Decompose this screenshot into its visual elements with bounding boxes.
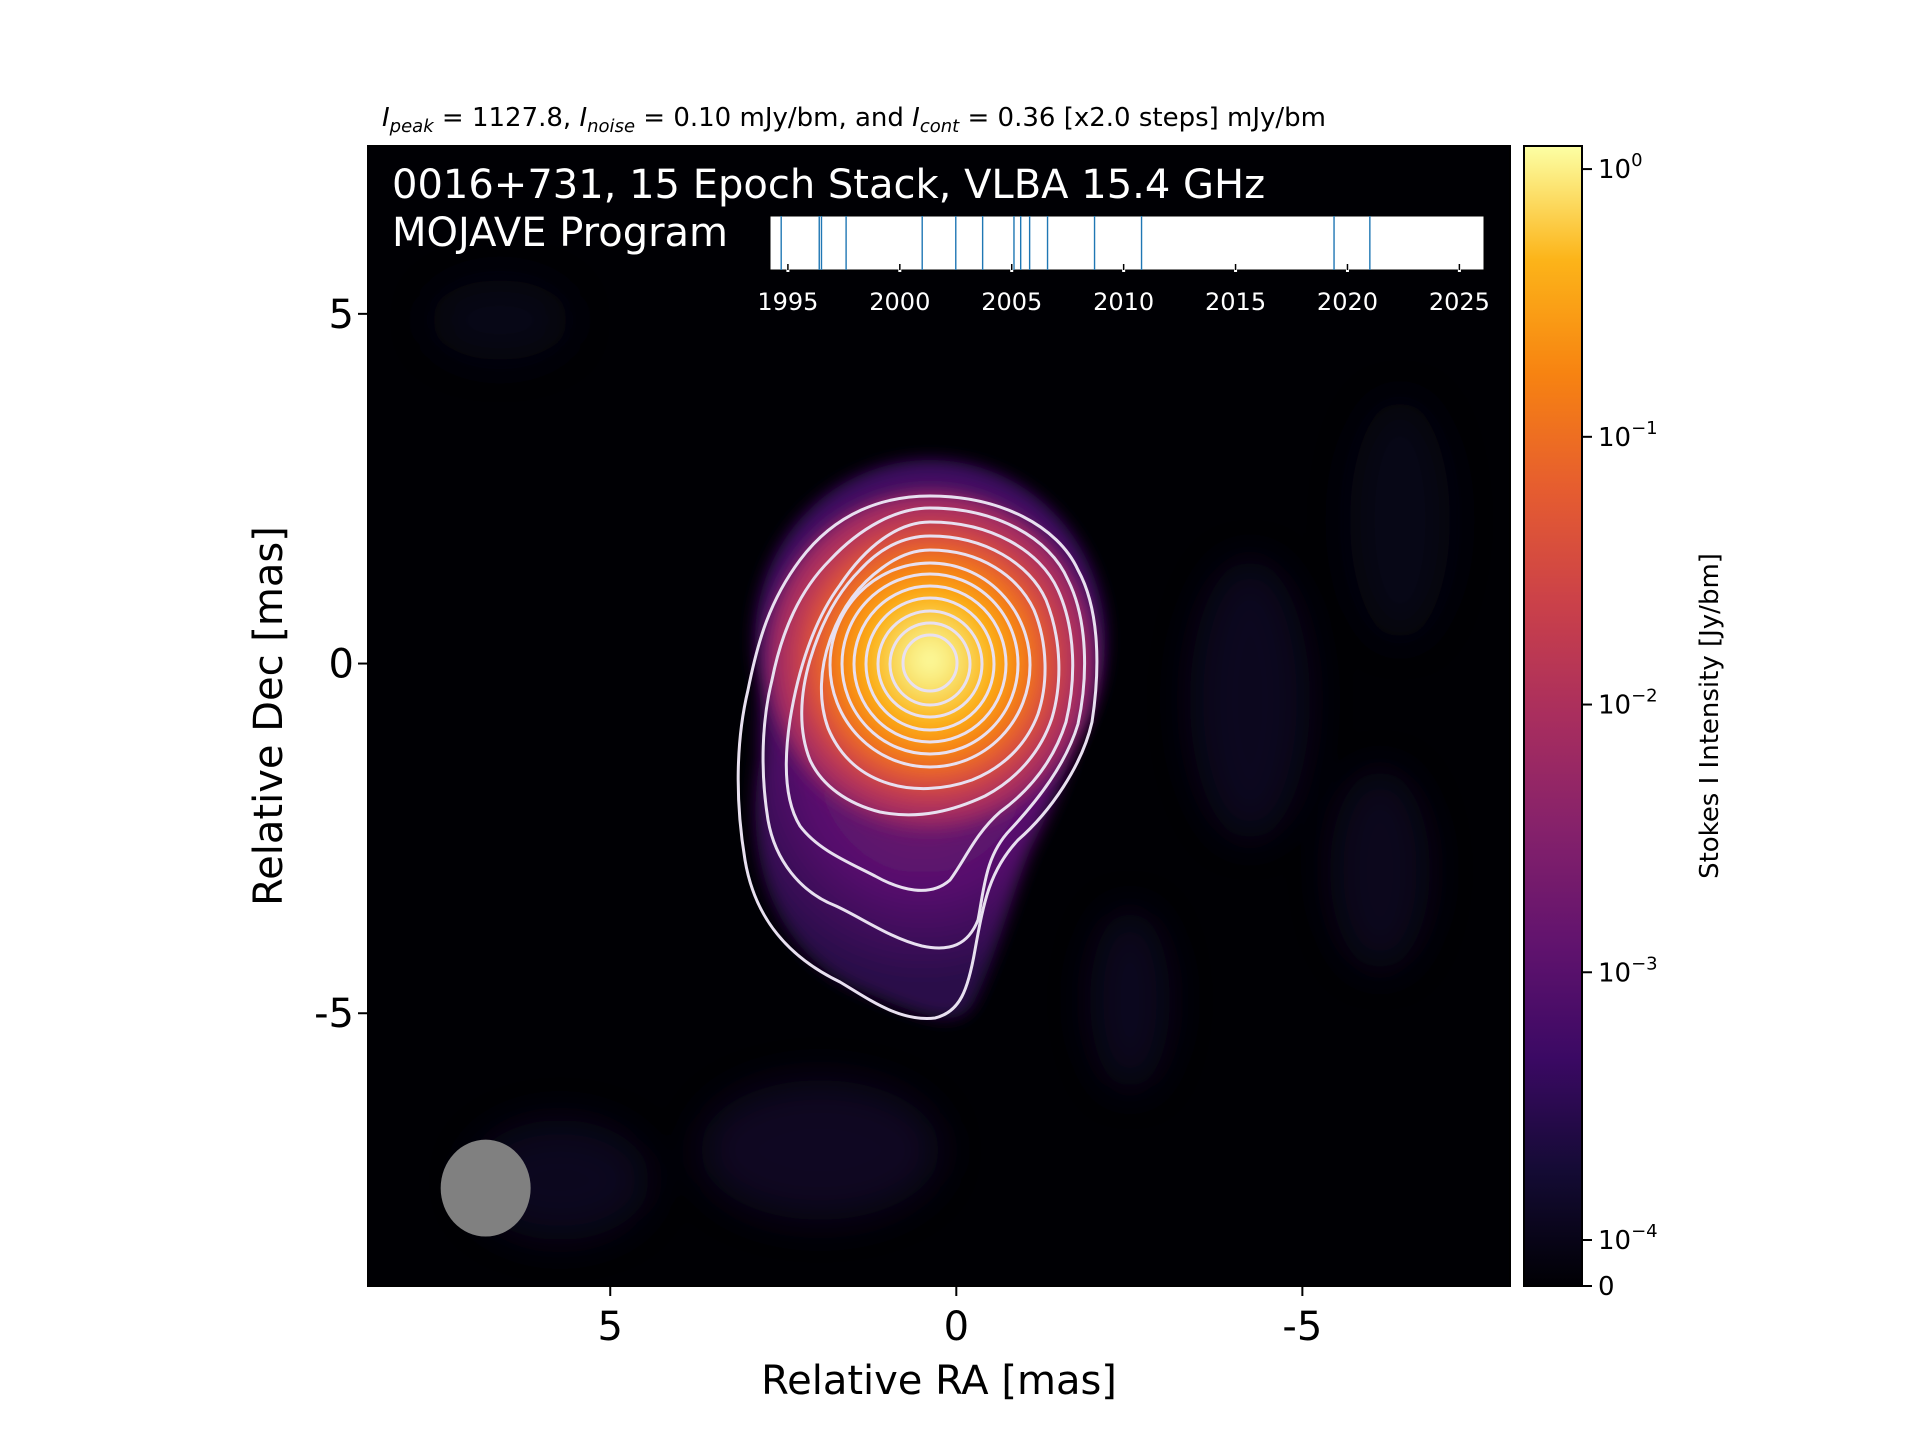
contour-level [888,621,972,707]
colorbar-tick-label: 10−1 [1598,418,1658,453]
colorbar-ticks: 100 10−1 10−2 10−3 10−4 0 [1582,150,1658,1302]
epoch-tick-label: 2015 [1205,288,1266,316]
x-tick-label: 0 [944,1304,969,1350]
epoch-lines [780,216,1371,270]
colorbar-tick-label: 10−2 [1598,686,1658,721]
y-tick-label: 5 [329,292,354,338]
background-noise [430,280,1450,1240]
x-tick-label: 5 [598,1304,623,1350]
colorbar-tick-label: 100 [1598,150,1643,185]
y-tick-label: 0 [329,642,354,688]
contours [736,494,1099,1020]
source-title: 0016+731, 15 Epoch Stack, VLBA 15.4 GHz [392,162,1265,208]
epoch-tick-label: 2005 [981,288,1042,316]
x-axis-label: Relative RA [mas] [761,1358,1117,1404]
y-axis-ticks: 5 0 -5 [314,292,368,1037]
contour-level [820,548,1047,790]
contour-level [828,561,1032,769]
beam-ellipse [440,1139,531,1237]
contour-level [800,534,1061,817]
figure-header: Ipeak = 1127.8, Inoise = 0.10 mJy/bm, an… [382,103,1326,137]
x-tick-label: -5 [1282,1304,1322,1350]
program-title: MOJAVE Program [392,210,728,256]
contour-level [852,584,1008,744]
y-tick-label: -5 [314,991,354,1037]
contour-level [736,494,1099,1020]
image-frame [367,145,1511,1287]
contour-level [784,520,1075,892]
contour-level [864,596,996,732]
epoch-tick-label: 2010 [1093,288,1154,316]
epoch-timeline-ticks: 1995 2000 2005 2010 2015 2020 2025 [757,264,1490,316]
contour-level [761,506,1087,950]
contour-level [876,609,984,719]
colorbar-tick-label: 10−4 [1598,1221,1658,1256]
y-axis-label: Relative Dec [mas] [246,526,292,906]
epoch-tick-label: 2020 [1317,288,1378,316]
colorbar-tick-label: 0 [1598,1272,1615,1302]
epoch-tick-label: 2000 [869,288,930,316]
colorbar-label: Stokes I Intensity [Jy/bm] [1695,553,1725,879]
epoch-timeline: 1995 2000 2005 2010 2015 2020 2025 [757,215,1490,316]
x-axis-ticks: 5 0 -5 [598,1286,1322,1350]
contour-level [840,572,1020,756]
colorbar-gradient [1523,145,1583,1287]
colorbar-tick-label: 10−3 [1598,953,1658,988]
epoch-tick-label: 1995 [757,288,818,316]
epoch-timeline-box [769,215,1485,271]
colorbar: 100 10−1 10−2 10−3 10−4 0 Stokes I Intensity … [1523,145,1725,1302]
contour-level [901,633,959,693]
image-panel [367,145,1511,1287]
epoch-tick-label: 2025 [1429,288,1490,316]
